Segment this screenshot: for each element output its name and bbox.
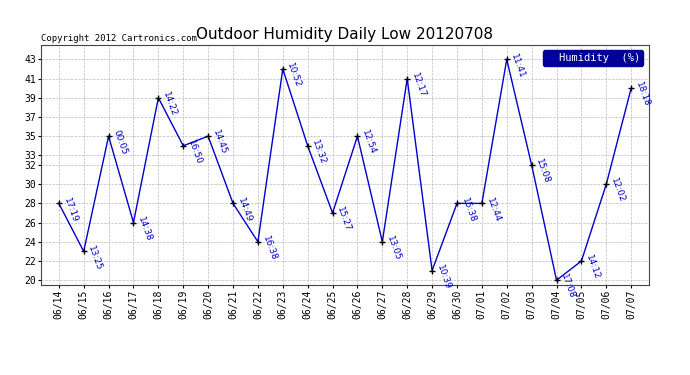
Text: 10:52: 10:52 <box>286 62 303 89</box>
Text: 14:38: 14:38 <box>136 215 153 243</box>
Text: 14:12: 14:12 <box>584 254 602 281</box>
Text: 17:19: 17:19 <box>61 196 79 223</box>
Text: Copyright 2012 Cartronics.com: Copyright 2012 Cartronics.com <box>41 34 197 43</box>
Text: 14:49: 14:49 <box>236 196 253 223</box>
Text: 00:05: 00:05 <box>111 129 128 156</box>
Legend: Humidity  (%): Humidity (%) <box>544 50 643 66</box>
Text: 13:25: 13:25 <box>86 244 104 272</box>
Text: 12:54: 12:54 <box>360 129 377 156</box>
Text: 12:17: 12:17 <box>410 71 427 99</box>
Text: 12:02: 12:02 <box>609 177 627 204</box>
Text: 11:41: 11:41 <box>509 52 526 80</box>
Text: 16:50: 16:50 <box>186 138 204 166</box>
Text: 13:32: 13:32 <box>310 138 328 166</box>
Text: 12:44: 12:44 <box>484 196 502 223</box>
Text: 15:08: 15:08 <box>535 158 552 185</box>
Text: 14:45: 14:45 <box>211 129 228 156</box>
Title: Outdoor Humidity Daily Low 20120708: Outdoor Humidity Daily Low 20120708 <box>197 27 493 42</box>
Text: 15:38: 15:38 <box>460 196 477 223</box>
Text: 17:08: 17:08 <box>560 273 577 300</box>
Text: 10:39: 10:39 <box>435 263 452 291</box>
Text: 18:18: 18:18 <box>634 81 651 108</box>
Text: 16:38: 16:38 <box>261 234 278 262</box>
Text: 13:05: 13:05 <box>385 234 402 262</box>
Text: 14:22: 14:22 <box>161 90 178 118</box>
Text: 15:27: 15:27 <box>335 206 353 233</box>
